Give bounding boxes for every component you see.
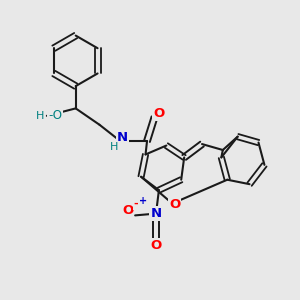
Text: H: H [36, 111, 44, 121]
Text: O: O [153, 107, 164, 120]
Text: N: N [117, 131, 128, 144]
Text: H: H [110, 142, 118, 152]
Text: O: O [122, 203, 133, 217]
Text: O: O [169, 198, 180, 211]
Text: -: - [134, 199, 138, 209]
Text: O: O [150, 239, 162, 252]
Text: -O: -O [48, 109, 62, 122]
Text: N: N [150, 207, 161, 220]
Text: +: + [139, 196, 147, 206]
